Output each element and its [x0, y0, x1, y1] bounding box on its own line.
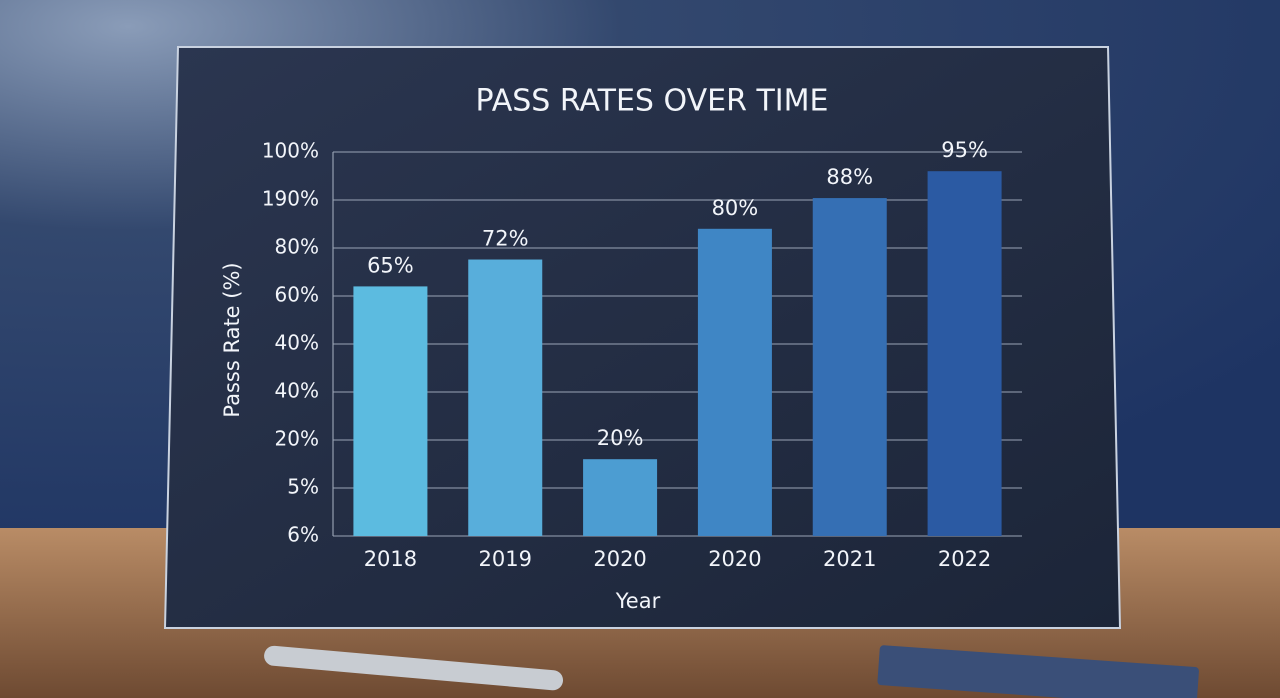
data-label: 72% — [482, 227, 529, 251]
y-tick-label: 5% — [287, 475, 319, 499]
x-tick-label: 2020 — [593, 547, 646, 571]
x-tick-label: 2022 — [938, 547, 991, 571]
chart-title: PASS RATES OVER TIME — [476, 84, 829, 119]
x-tick-label: 2018 — [364, 547, 417, 571]
y-tick-label: 6% — [287, 523, 319, 547]
pen — [264, 645, 564, 691]
x-tick-label: 2020 — [708, 547, 761, 571]
x-tick-label: 2019 — [479, 547, 532, 571]
bar — [812, 198, 887, 536]
y-tick-label: 80% — [275, 235, 319, 259]
data-label: 95% — [941, 138, 988, 162]
y-tick-label: 40% — [275, 379, 319, 403]
data-label: 20% — [597, 426, 644, 450]
y-axis-label: Passs Rate (%) — [220, 262, 244, 417]
x-tick-label: 2021 — [823, 547, 876, 571]
y-tick-label: 100% — [262, 139, 319, 163]
data-label: 65% — [367, 253, 414, 277]
y-tick-label: 60% — [275, 283, 319, 307]
bar — [697, 228, 772, 537]
y-tick-label: 190% — [262, 187, 319, 211]
cards — [877, 645, 1199, 698]
bar — [583, 459, 658, 536]
data-label: 80% — [712, 196, 759, 220]
x-axis-label: Year — [615, 589, 661, 613]
y-tick-label: 40% — [275, 331, 319, 355]
y-tick-label: 20% — [275, 427, 319, 451]
bar — [927, 171, 1002, 536]
bar — [353, 286, 428, 536]
data-label: 88% — [826, 165, 873, 189]
bar — [468, 259, 543, 536]
